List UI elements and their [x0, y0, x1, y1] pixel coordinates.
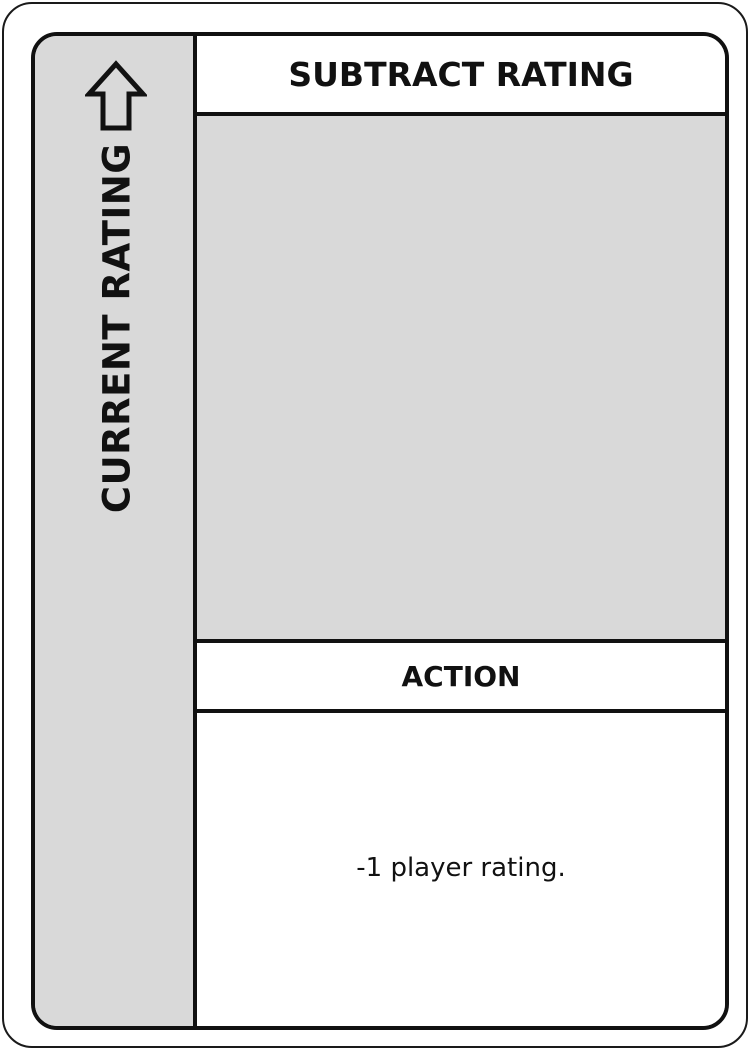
- card-description: -1 player rating.: [356, 852, 566, 883]
- card-title: SUBTRACT RATING: [288, 54, 634, 94]
- card-title-bar: SUBTRACT RATING: [197, 36, 725, 116]
- action-heading: ACTION: [401, 659, 521, 693]
- card-main-panel: SUBTRACT RATING ACTION -1 player rating.: [197, 36, 725, 1026]
- current-rating-label: CURRENT RATING: [95, 142, 139, 514]
- action-heading-bar: ACTION: [197, 643, 725, 713]
- card-art-placeholder: [197, 116, 725, 643]
- rating-sidebar: CURRENT RATING: [35, 36, 197, 1026]
- card-description-box: -1 player rating.: [197, 713, 725, 1026]
- arrow-up-icon: [85, 60, 147, 131]
- card-inner-frame: CURRENT RATING SUBTRACT RATING ACTION -1…: [31, 32, 729, 1030]
